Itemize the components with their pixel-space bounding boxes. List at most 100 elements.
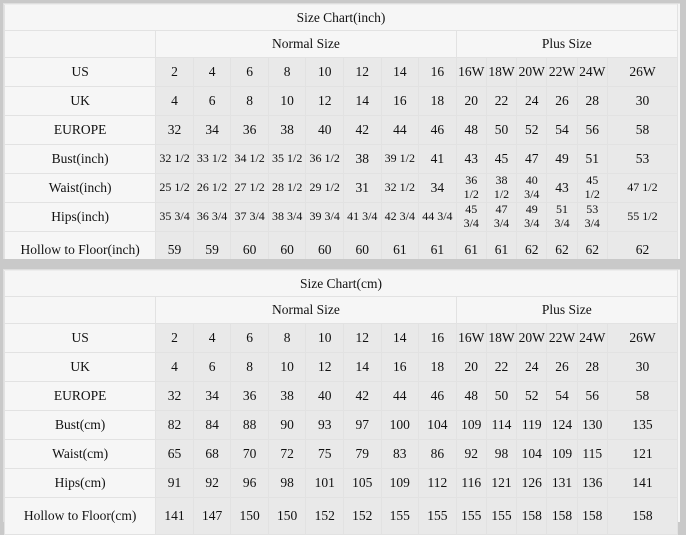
cell-us-5: 12 [342, 323, 382, 353]
cell-bustinch-12: 51 [576, 144, 608, 174]
cell-bustcm-0: 82 [155, 410, 194, 440]
cell-bustinch-4: 36 1/2 [305, 144, 344, 174]
cell-waistinch-7: 34 [418, 173, 457, 203]
table-row: UK 4 6 8 10 12 14 16 18 20 22 24 26 28 30 [3, 352, 679, 382]
cell-europe-6: 44 [380, 381, 420, 411]
cell-waistinch-9: 38 1/2 [485, 173, 518, 203]
cell-waistcm-11: 109 [546, 439, 578, 469]
cell-waistcm-7: 86 [418, 439, 457, 469]
cell-hipsinch-0: 35 3/4 [155, 202, 194, 232]
cell-waistcm-2: 70 [230, 439, 269, 469]
cell-hipsinch-12: 53 3/4 [576, 202, 608, 232]
cell-hipsinch-5: 41 3/4 [343, 202, 382, 232]
cell-uk-7: 18 [418, 352, 457, 382]
cell-bustcm-5: 97 [342, 410, 382, 440]
row-label-hipsinch: Hips(inch) [3, 202, 157, 232]
cell-hipsinch-4: 39 3/4 [305, 202, 344, 232]
cell-waistinch-6: 32 1/2 [380, 173, 420, 203]
cell-bustinch-11: 49 [546, 144, 578, 174]
group-header-row: Normal Size Plus Size [3, 296, 679, 324]
cell-europe-3: 38 [267, 381, 307, 411]
cell-waistcm-3: 72 [267, 439, 307, 469]
cell-hipscm-0: 91 [155, 468, 194, 498]
cell-us-2: 6 [230, 323, 269, 353]
cell-us-6: 14 [380, 57, 420, 87]
cell-hipsinch-1: 36 3/4 [192, 202, 232, 232]
table-row: EUROPE 32 34 36 38 40 42 44 46 48 50 52 54 56 58 [3, 115, 679, 145]
cell-bustcm-3: 90 [267, 410, 307, 440]
cell-bustinch-9: 45 [485, 144, 518, 174]
row-label-bustinch: Bust(inch) [3, 144, 157, 174]
cell-us-11: 22W [546, 57, 578, 87]
cell-uk-13: 30 [606, 86, 679, 116]
group-header-blank [3, 296, 157, 324]
row-label-uk: UK [3, 352, 157, 382]
cell-uk-6: 16 [380, 352, 420, 382]
cell-bustcm-9: 114 [485, 410, 518, 440]
cell-waistinch-11: 43 [546, 173, 578, 203]
cell-europe-1: 34 [192, 381, 232, 411]
group-header-plus-size: Plus Size [455, 30, 679, 58]
cell-europe-13: 58 [606, 381, 679, 411]
cell-uk-5: 14 [342, 352, 382, 382]
cell-uk-11: 26 [546, 86, 578, 116]
cell-bustinch-8: 43 [455, 144, 487, 174]
cell-europe-10: 52 [516, 381, 548, 411]
table-row: US 2 4 6 8 10 12 14 16 16W 18W 20W 22W 24W 26W [3, 323, 679, 353]
cell-uk-10: 24 [516, 86, 548, 116]
cell-hipscm-8: 116 [455, 468, 487, 498]
inch-table-body: Size Chart(inch) Normal Size Plus Size US 2 4… [3, 4, 679, 269]
cell-hipscm-3: 98 [267, 468, 307, 498]
cell-us-10: 20W [516, 323, 548, 353]
cell-europe-4: 40 [305, 381, 344, 411]
cell-europe-5: 42 [343, 115, 382, 145]
chart-title: Size Chart(inch) [4, 4, 678, 31]
cell-uk-10: 24 [516, 352, 548, 382]
cell-uk-9: 22 [485, 86, 518, 116]
cell-waistinch-4: 29 1/2 [305, 173, 344, 203]
cell-us-7: 16 [418, 323, 457, 353]
cell-hollow-to-floorcm-10: 158 [516, 497, 548, 535]
cell-hollow-to-floorcm-3: 150 [267, 497, 307, 535]
cell-us-0: 2 [155, 57, 194, 87]
table-row: Waist(inch) 25 1/2 26 1/2 27 1/2 28 1/2 29 1/… [3, 173, 679, 203]
cell-bustinch-2: 34 1/2 [230, 144, 269, 174]
cell-waistcm-5: 79 [342, 439, 382, 469]
cell-europe-10: 52 [516, 115, 548, 145]
row-label-europe: EUROPE [3, 381, 157, 411]
table-row: Hips(inch) 35 3/4 36 3/4 37 3/4 38 3/4 39 3/4… [3, 202, 679, 232]
cell-bustinch-5: 38 [343, 144, 382, 174]
cell-uk-12: 28 [576, 86, 608, 116]
cell-hipsinch-9: 47 3/4 [485, 202, 518, 232]
cell-waistcm-9: 98 [485, 439, 518, 469]
cell-uk-12: 28 [576, 352, 608, 382]
cell-hollow-to-floorcm-0: 141 [155, 497, 194, 535]
cell-uk-0: 4 [155, 352, 194, 382]
cell-us-3: 8 [267, 57, 307, 87]
cell-hollow-to-floorcm-13: 158 [606, 497, 679, 535]
cell-bustcm-1: 84 [192, 410, 232, 440]
cell-bustcm-7: 104 [418, 410, 457, 440]
cell-hipscm-7: 112 [418, 468, 457, 498]
cell-europe-3: 38 [267, 115, 307, 145]
cell-uk-3: 10 [267, 352, 307, 382]
cell-europe-8: 48 [455, 381, 487, 411]
table-row: Bust(inch) 32 1/2 33 1/2 34 1/2 35 1/2 36 1/2… [3, 144, 679, 174]
cell-uk-8: 20 [455, 86, 487, 116]
cell-europe-2: 36 [230, 381, 269, 411]
cell-europe-7: 46 [418, 381, 457, 411]
cell-hipscm-9: 121 [485, 468, 518, 498]
cell-us-2: 6 [230, 57, 269, 87]
cell-uk-2: 8 [230, 86, 269, 116]
size-chart-cm-table: Size Chart(cm) Normal Size Plus Size US 2 4 6 8… [3, 270, 679, 535]
cell-europe-9: 50 [485, 115, 518, 145]
cell-bustcm-10: 119 [516, 410, 548, 440]
cell-us-4: 10 [305, 57, 344, 87]
cell-waistcm-10: 104 [516, 439, 548, 469]
cell-hollow-to-floorcm-1: 147 [192, 497, 232, 535]
cell-us-13: 26W [606, 57, 679, 87]
cell-uk-0: 4 [155, 86, 194, 116]
cell-hipscm-1: 92 [192, 468, 232, 498]
cell-waistcm-6: 83 [380, 439, 420, 469]
